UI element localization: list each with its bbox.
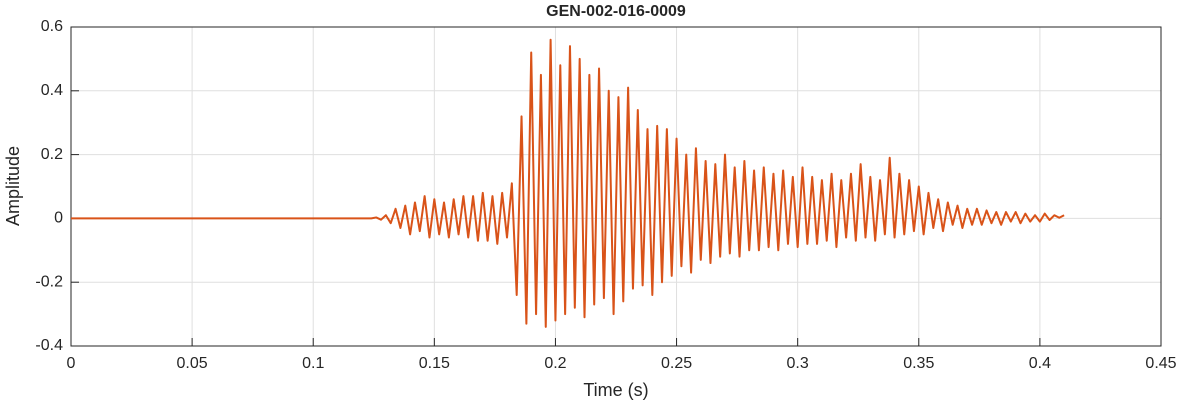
y-tick-label: 0.6 [41, 18, 63, 35]
y-tick-label: -0.4 [35, 337, 63, 354]
waveform-line [71, 38, 1065, 328]
x-tick-label: 0.45 [1145, 355, 1176, 372]
y-tick-label: 0.4 [41, 82, 63, 99]
chart-title: GEN-002-016-0009 [546, 3, 686, 20]
y-tick-label: -0.2 [35, 273, 63, 290]
x-tick-label: 0.35 [903, 355, 934, 372]
x-tick-label: 0.25 [661, 355, 692, 372]
x-tick-label: 0.05 [177, 355, 208, 372]
x-tick-label: 0.15 [419, 355, 450, 372]
x-tick-label: 0 [67, 355, 76, 372]
x-axis-label: Time (s) [583, 380, 648, 400]
x-tick-label: 0.1 [302, 355, 324, 372]
y-axis-label: Amplitude [3, 146, 23, 226]
y-tick-label: 0 [54, 210, 63, 227]
x-tick-label: 0.3 [787, 355, 809, 372]
x-tick-label: 0.2 [544, 355, 566, 372]
axes-box [70, 26, 1162, 347]
x-tick-label: 0.4 [1029, 355, 1051, 372]
y-tick-label: 0.2 [41, 146, 63, 163]
